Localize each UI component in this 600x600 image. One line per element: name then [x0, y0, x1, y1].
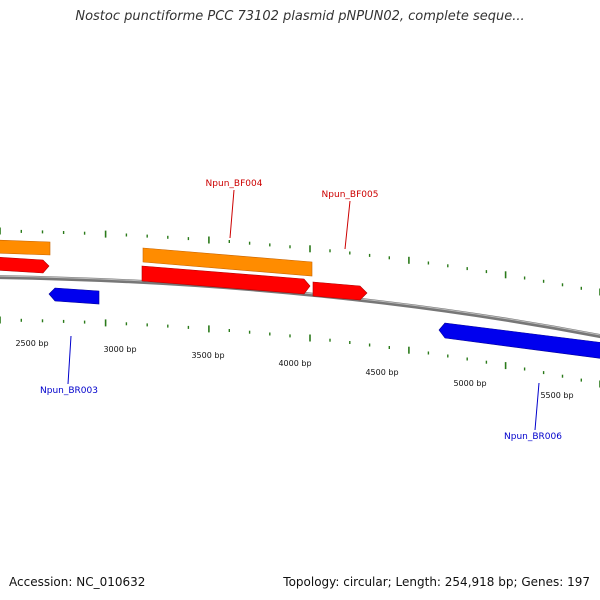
- gene-blue-br006[interactable]: [438, 322, 600, 359]
- gene-red-left[interactable]: [0, 257, 50, 274]
- accession-text: Accession: NC_010632: [9, 575, 146, 589]
- outer-tick-marks: [0, 227, 600, 296]
- gene-label-bf004[interactable]: Npun_BF004: [206, 179, 263, 189]
- gene-red-bf004[interactable]: [141, 265, 311, 295]
- topology-text: Topology: circular; Length: 254,918 bp; …: [283, 575, 590, 589]
- leader-line-br006: [534, 382, 540, 431]
- scale-label-5000: 5000 bp: [453, 379, 486, 388]
- inner-tick-marks: [0, 316, 600, 388]
- gene-label-bf005[interactable]: Npun_BF005: [322, 190, 379, 200]
- scale-label-5500: 5500 bp: [540, 391, 573, 400]
- plasmid-backbone: [0, 275, 600, 339]
- gene-blue-br003[interactable]: [48, 287, 100, 305]
- scale-label-3000: 3000 bp: [103, 345, 136, 354]
- gene-label-br006[interactable]: Npun_BR006: [504, 432, 562, 442]
- leader-line-br003: [67, 335, 72, 385]
- gene-label-br003[interactable]: Npun_BR003: [40, 386, 98, 396]
- scale-label-2500: 2500 bp: [15, 339, 48, 348]
- scale-label-4500: 4500 bp: [365, 368, 398, 377]
- gene-orange-left[interactable]: [0, 239, 51, 256]
- scale-label-4000: 4000 bp: [278, 359, 311, 368]
- plasmid-backbone-highlight: [0, 275, 600, 336]
- gene-red-bf005[interactable]: [312, 281, 368, 301]
- leader-line-bf004: [229, 189, 235, 239]
- map-title: Nostoc punctiforme PCC 73102 plasmid pNP…: [75, 9, 525, 24]
- leader-line-bf005: [344, 200, 351, 250]
- scale-label-3500: 3500 bp: [191, 351, 224, 360]
- gene-orange-bf004[interactable]: [142, 247, 313, 277]
